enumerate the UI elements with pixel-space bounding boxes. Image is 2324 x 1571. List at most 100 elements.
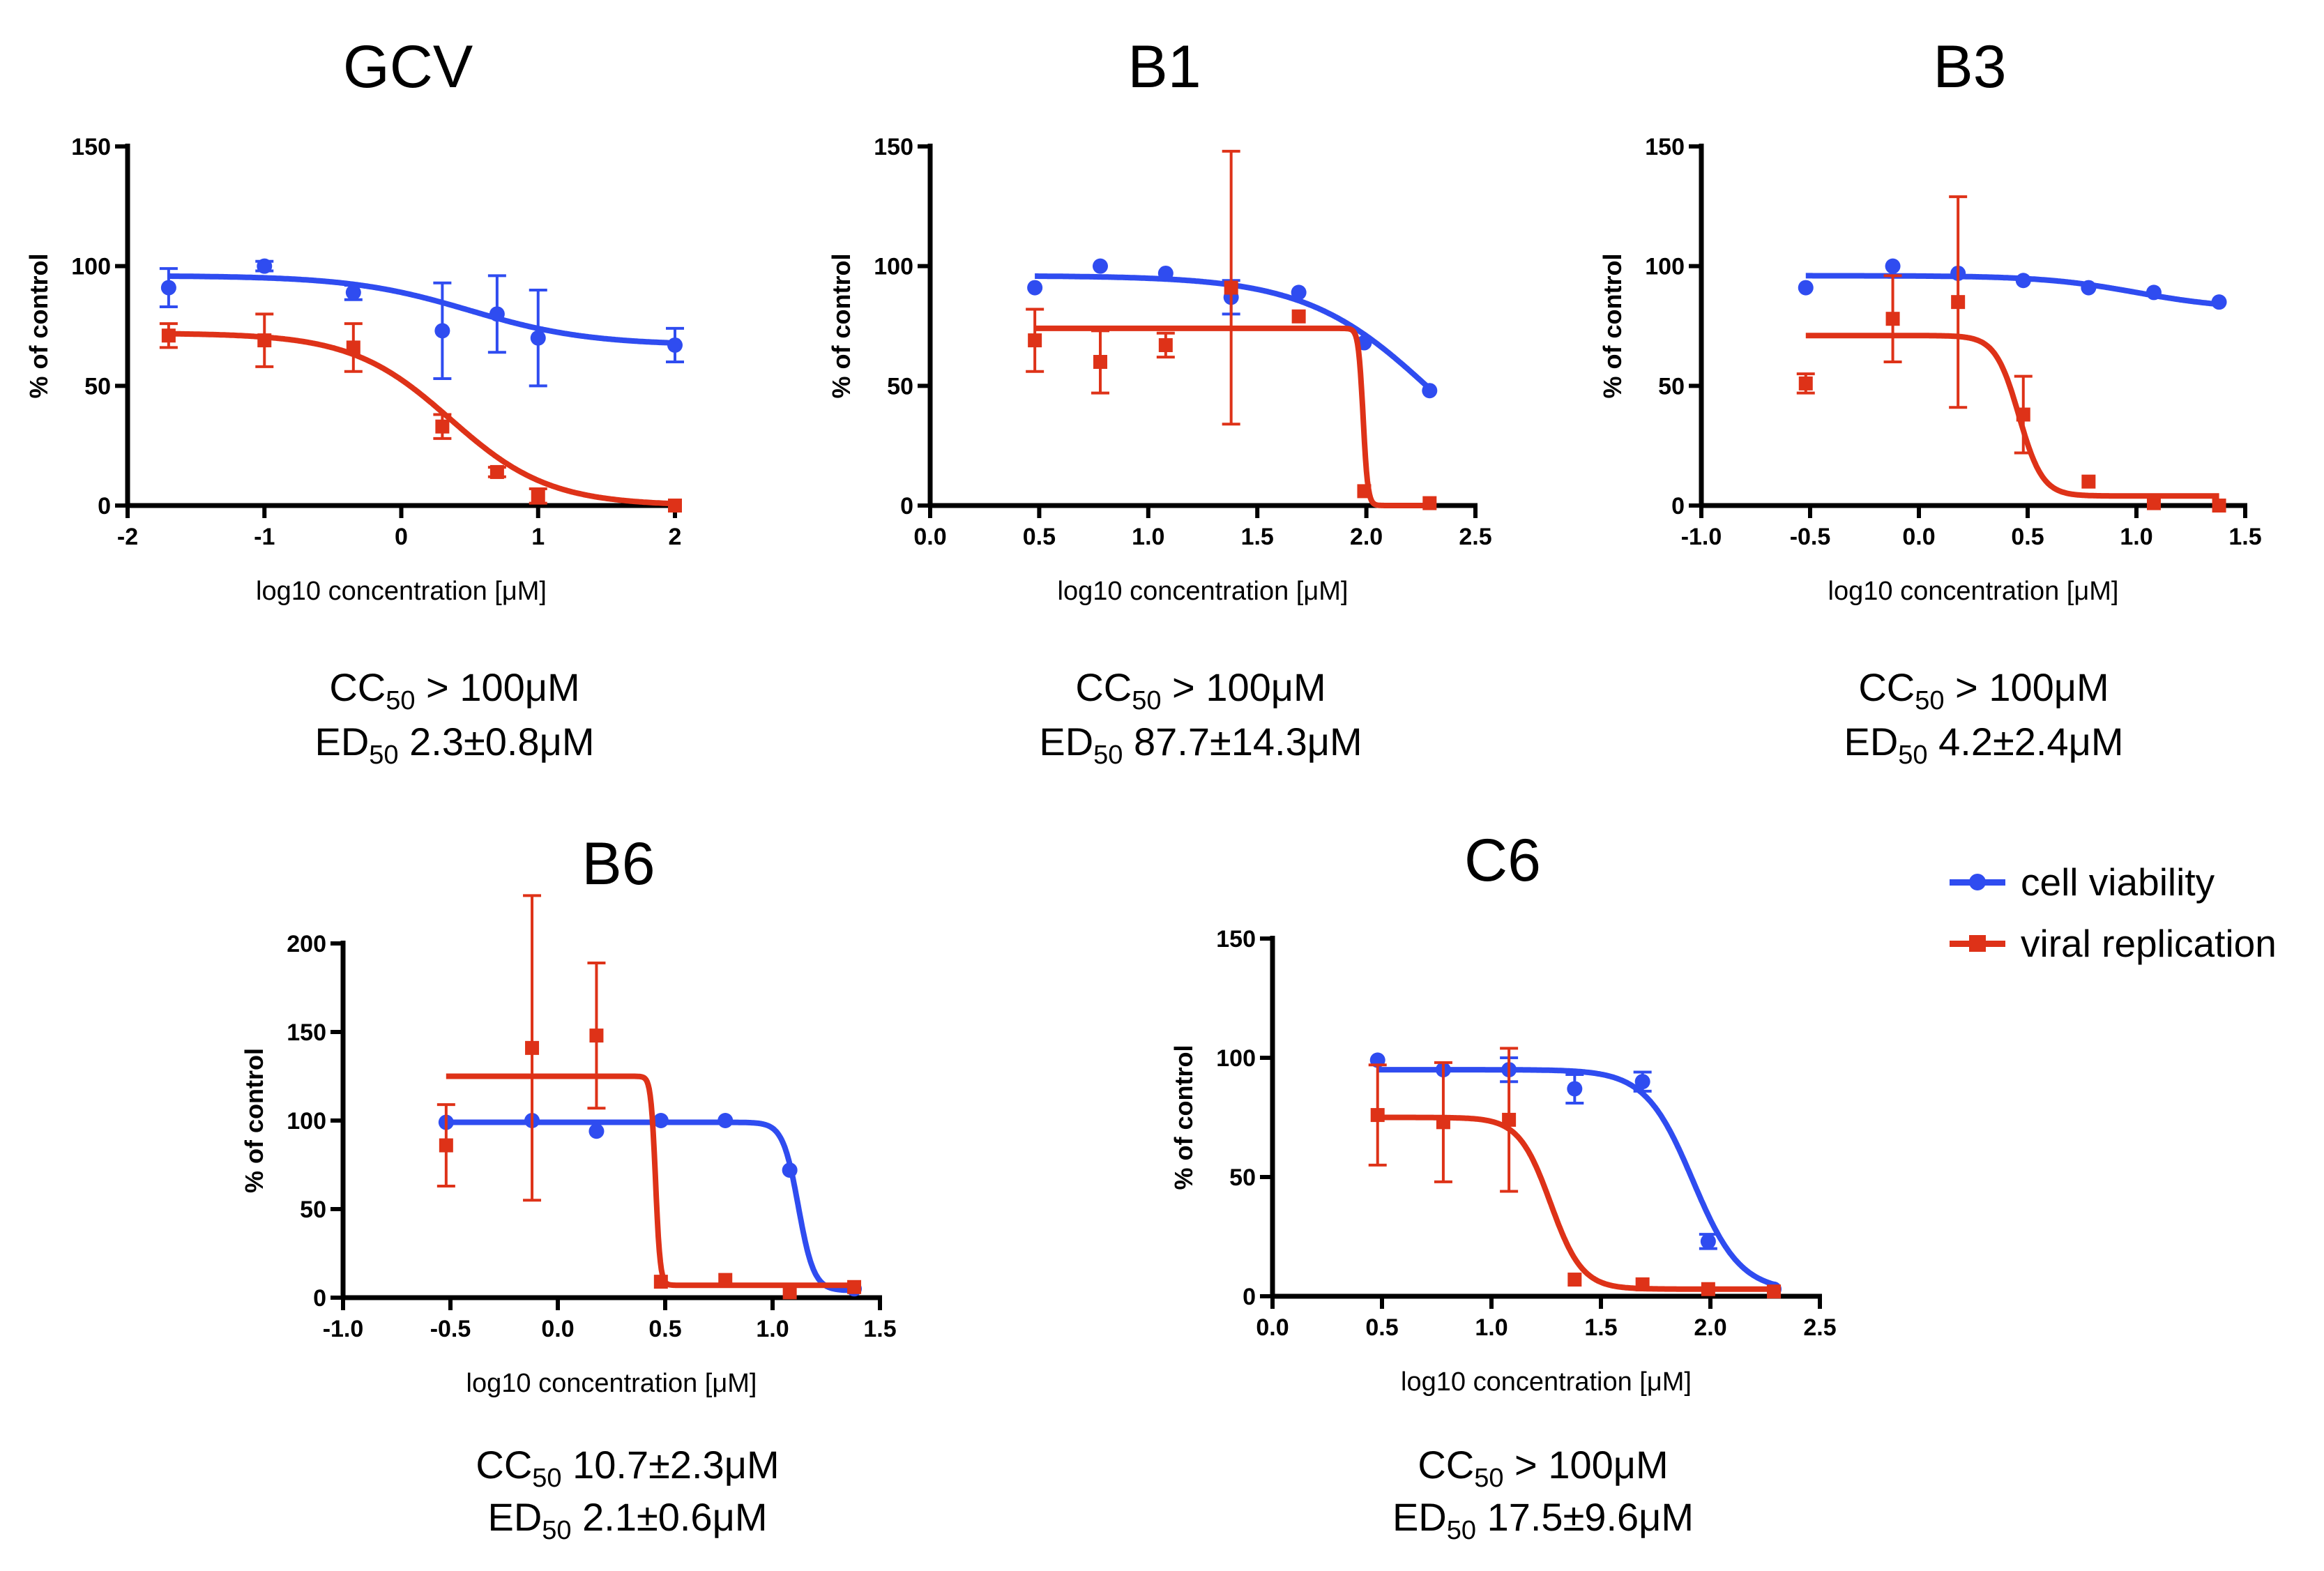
viability-point	[588, 1123, 605, 1139]
circle-marker-icon	[1969, 874, 1986, 890]
x-tick-label: 1.0	[2120, 524, 2152, 550]
x-tick-label: 1.0	[756, 1316, 789, 1342]
y-axis-label: % of control	[1169, 1045, 1198, 1190]
y-tick-label: 0	[1671, 493, 1685, 519]
viability-point	[1885, 258, 1901, 274]
legend-label: viral replication	[2021, 922, 2277, 965]
replication-point	[1357, 484, 1372, 499]
replication-point	[1798, 376, 1813, 390]
cc50-text: CC50 10.7±2.3μM	[476, 1443, 779, 1493]
x-tick-label: 0.5	[1365, 1314, 1398, 1341]
x-tick-label: 2.5	[1803, 1314, 1836, 1341]
replication-point	[1422, 496, 1437, 510]
x-tick-label: 2.0	[1694, 1314, 1726, 1341]
replication-point	[668, 499, 682, 513]
replication-point	[1502, 1112, 1517, 1127]
replication-point	[489, 464, 504, 479]
viability-point	[1027, 280, 1043, 296]
viability-fit-curve	[444, 1119, 856, 1293]
replication-point	[847, 1280, 862, 1294]
x-axis-label: log10 concentration [μM]	[1058, 577, 1349, 606]
y-tick-label: 100	[71, 254, 111, 280]
viability-point	[257, 258, 273, 274]
replication-point	[531, 489, 545, 503]
viability-fit-curve	[167, 273, 677, 346]
x-tick-label: -1.0	[1681, 524, 1722, 550]
replication-point	[1436, 1115, 1450, 1130]
replication-point	[1224, 280, 1238, 295]
y-tick-label: 50	[1229, 1164, 1256, 1191]
viability-point	[653, 1113, 669, 1128]
viability-point	[2145, 284, 2162, 301]
replication-point	[1158, 337, 1173, 352]
replication-point	[1291, 309, 1306, 324]
replication-point	[1951, 295, 1966, 310]
replication-point	[2212, 499, 2226, 513]
replication-point	[1885, 312, 1900, 326]
viability-point	[530, 330, 546, 346]
viability-point	[2211, 294, 2227, 310]
replication-point	[782, 1285, 797, 1300]
x-tick-label: 0	[395, 524, 408, 550]
viability-point	[782, 1162, 798, 1178]
y-axis-label: % of control	[240, 1048, 268, 1193]
x-tick-label: 1.5	[863, 1316, 896, 1342]
replication-point	[653, 1275, 668, 1289]
chart-title: B1	[1127, 33, 1201, 100]
y-tick-label: 150	[1216, 926, 1256, 953]
y-tick-label: 0	[98, 493, 111, 519]
y-tick-label: 100	[287, 1108, 326, 1134]
y-tick-label: 100	[874, 254, 913, 280]
y-axis-label: % of control	[24, 254, 53, 399]
x-tick-label: -1	[254, 524, 275, 550]
replication-fit-curve	[1804, 333, 2222, 499]
x-tick-label: 0.0	[1902, 524, 1935, 550]
replication-point	[718, 1273, 733, 1287]
x-tick-label: 1.5	[1584, 1314, 1617, 1341]
replication-point	[1701, 1282, 1715, 1296]
replication-fit-curve	[444, 1073, 856, 1289]
y-tick-label: 150	[1645, 134, 1685, 160]
y-axis-label: % of control	[1598, 254, 1627, 399]
x-tick-label: 0.5	[1023, 524, 1056, 550]
replication-point	[2146, 496, 2161, 510]
replication-point	[525, 1040, 540, 1055]
viability-point	[2015, 273, 2031, 289]
viability-point	[1567, 1081, 1583, 1097]
cc50-text: CC50 > 100μM	[1418, 1443, 1668, 1493]
y-tick-label: 100	[1216, 1045, 1256, 1072]
replication-point	[1370, 1108, 1385, 1123]
x-tick-label: 1.0	[1475, 1314, 1507, 1341]
viability-point	[1634, 1074, 1650, 1090]
viability-point	[717, 1113, 734, 1128]
viability-point	[489, 306, 505, 322]
x-tick-label: 0.0	[1256, 1314, 1289, 1341]
replication-point	[589, 1029, 604, 1043]
chart-title: B6	[582, 830, 655, 897]
viability-point	[345, 284, 361, 301]
x-tick-label: -0.5	[1790, 524, 1831, 550]
cc50-text: CC50 > 100μM	[329, 665, 579, 715]
ed50-text: ED50 87.7±14.3μM	[1039, 720, 1362, 770]
replication-fit-curve	[167, 331, 677, 507]
x-axis-label: log10 concentration [μM]	[256, 577, 547, 606]
y-tick-label: 0	[313, 1285, 326, 1312]
y-axis-label: % of control	[827, 254, 856, 399]
legend: cell viability viral replication	[1945, 854, 2308, 980]
y-tick-label: 50	[300, 1197, 326, 1223]
viability-point	[1092, 258, 1108, 274]
replication-point	[346, 340, 360, 355]
y-tick-label: 50	[887, 373, 913, 400]
y-tick-label: 200	[287, 931, 326, 957]
ed50-text: ED50 17.5±9.6μM	[1392, 1495, 1694, 1545]
replication-point	[1028, 333, 1042, 348]
square-marker-icon	[1969, 935, 1986, 952]
x-tick-label: 2	[669, 524, 682, 550]
cc50-text: CC50 > 100μM	[1858, 665, 2109, 715]
y-tick-label: 100	[1645, 254, 1685, 280]
replication-point	[2081, 474, 2096, 489]
x-tick-label: 1.0	[1132, 524, 1164, 550]
x-tick-label: -2	[117, 524, 138, 550]
viability-point	[1291, 284, 1307, 301]
